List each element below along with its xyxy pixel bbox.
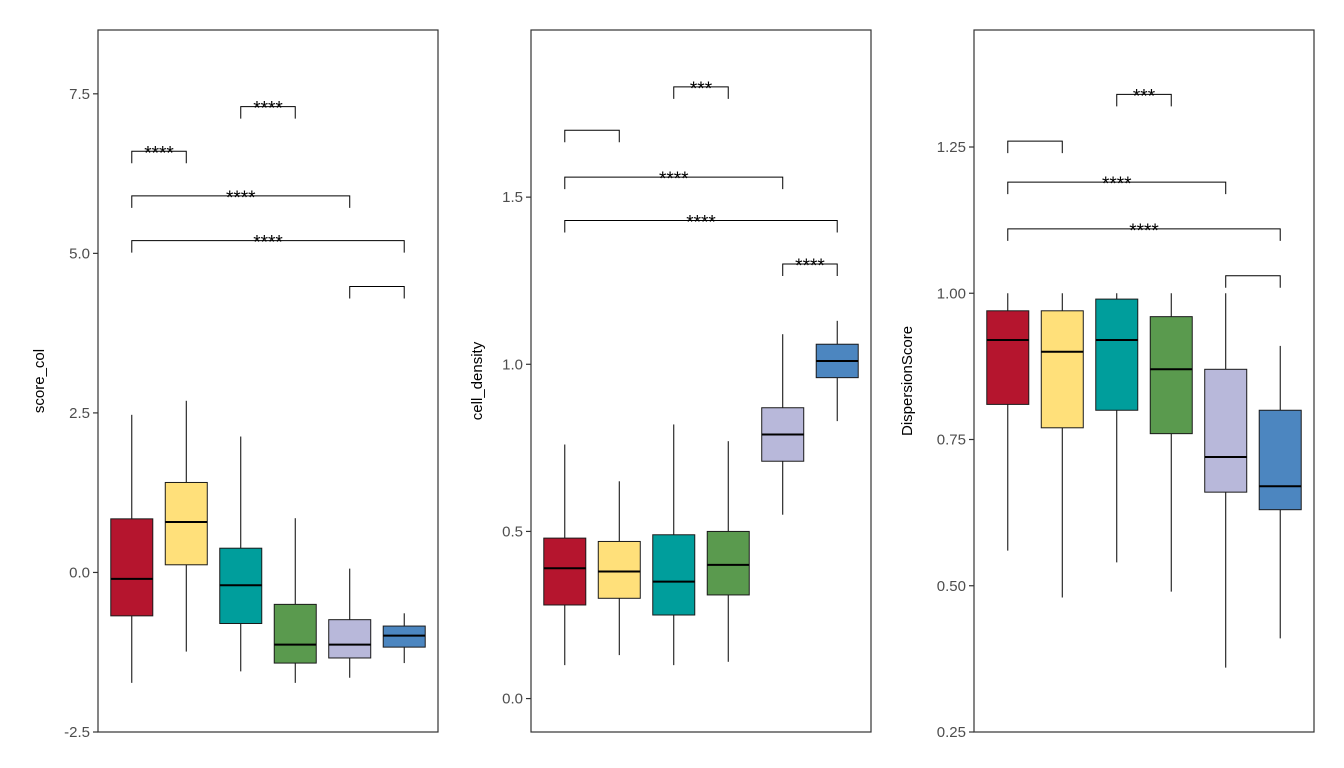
bracket-line	[564, 129, 620, 143]
y-axis-ticks: 0.0 0.5 1.0 1.5	[502, 189, 531, 708]
significance-label: ***	[690, 79, 713, 100]
significance-label: ***	[1133, 86, 1156, 107]
box	[543, 537, 587, 606]
bracket-line	[131, 195, 351, 208]
box	[110, 518, 154, 617]
y-tick-label: 0.25	[937, 724, 966, 741]
significance-brackets: ***************	[564, 79, 838, 277]
y-tick-label: 2.5	[69, 405, 90, 422]
bracket-line	[673, 86, 729, 99]
bracket-line	[1225, 275, 1281, 288]
significance-brackets: **** **** **** ****	[131, 99, 405, 299]
significance-label: ****	[1129, 221, 1159, 242]
box	[1040, 310, 1084, 429]
y-tick-label: 5.0	[69, 245, 90, 262]
y-axis-title: DispersionScore	[899, 326, 916, 436]
bracket-line	[131, 240, 405, 253]
panel-dispersion-score: DispersionScore 0.25 0.50 0.75 1.00 1.25 ***…	[899, 29, 1315, 741]
y-axis-title: score_col	[31, 349, 48, 413]
y-tick-label: 1.25	[937, 139, 966, 156]
significance-label: ****	[226, 188, 256, 209]
bracket-line	[240, 106, 296, 119]
panel-frame	[97, 29, 439, 733]
y-tick-label: 0.50	[937, 578, 966, 595]
significance-label: ****	[686, 213, 716, 234]
bracket-line	[1116, 93, 1172, 107]
y-tick-label: 1.5	[502, 189, 523, 206]
box-series	[986, 293, 1302, 668]
box	[1149, 316, 1193, 435]
y-tick-label: 0.0	[69, 564, 90, 581]
panel-cell-density: cell_density 0.00.51.01.5 **************…	[469, 29, 872, 733]
box-series	[110, 400, 426, 683]
panel-frame	[530, 29, 872, 733]
bracket-line	[782, 263, 838, 276]
significance-brackets: ***********	[1007, 86, 1281, 288]
box	[273, 603, 317, 664]
significance-label: ****	[253, 233, 283, 254]
significance-label: ****	[144, 143, 174, 164]
bracket-line	[1007, 181, 1227, 195]
box	[597, 540, 641, 599]
bracket-line	[349, 286, 405, 299]
bracket-line	[1007, 228, 1281, 241]
box	[1258, 409, 1302, 511]
box	[164, 481, 208, 566]
panel-score-col: score_col -2.50.02.55.07.5 *************…	[31, 29, 439, 741]
y-tick-label: 1.00	[937, 285, 966, 302]
bracket-line	[131, 150, 187, 164]
bracket-line	[1007, 140, 1063, 154]
box-series	[543, 320, 859, 666]
y-tick-label: 1.0	[502, 356, 523, 373]
significance-label: ****	[659, 169, 689, 190]
box	[1095, 298, 1139, 411]
y-tick-label: 0.75	[937, 432, 966, 449]
y-tick-label: 7.5	[69, 86, 90, 103]
box	[706, 530, 750, 596]
significance-label: ****	[1102, 174, 1132, 195]
panel-frame	[973, 29, 1315, 733]
significance-label: ****	[795, 256, 825, 277]
box	[1204, 368, 1248, 493]
y-axis-ticks: -2.5 0.0 2.5 5.0 7.5	[64, 86, 98, 741]
significance-label: ****	[253, 99, 283, 120]
y-tick-label: 0.0	[502, 691, 523, 708]
box	[328, 619, 372, 659]
y-axis-title: cell_density	[469, 341, 486, 420]
bracket-line	[564, 220, 838, 233]
y-axis-ticks: 0.25 0.50 0.75 1.00 1.25	[937, 139, 974, 741]
bracket-line	[564, 176, 784, 190]
y-tick-label: 0.5	[502, 523, 523, 540]
box	[986, 310, 1030, 405]
y-tick-label: -2.5	[64, 724, 90, 741]
box	[652, 534, 696, 616]
